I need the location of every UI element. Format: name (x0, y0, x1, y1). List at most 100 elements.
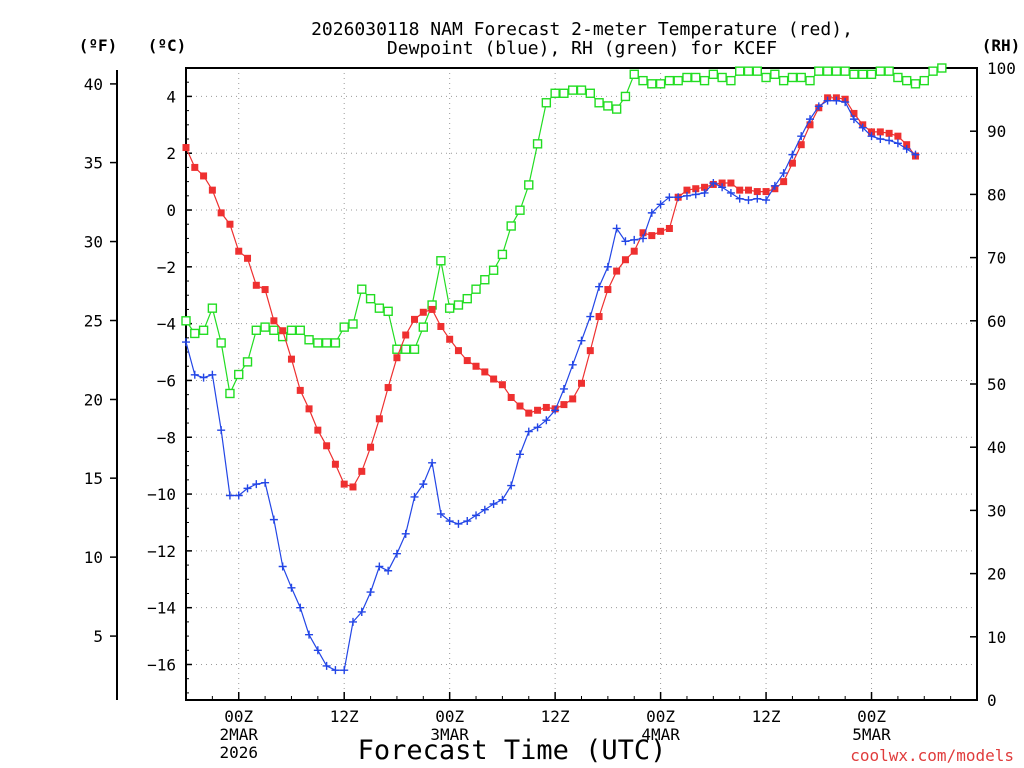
data-point (612, 224, 621, 233)
axes: 403530252015105420−2−4−6−8−10−12−14−1610… (84, 59, 1016, 762)
data-point (358, 467, 366, 475)
data-point (524, 427, 533, 436)
data-point (453, 300, 464, 310)
data-point (911, 150, 920, 159)
rh-tick-label: 20 (987, 565, 1006, 584)
data-point (656, 200, 665, 209)
data-point (630, 235, 639, 244)
data-point (805, 75, 815, 86)
x-tick-label: 12Z (541, 707, 570, 726)
data-point (225, 491, 234, 500)
data-point (655, 79, 666, 89)
data-point (701, 183, 709, 191)
data-point (910, 79, 921, 89)
celsius-tick-label: 2 (166, 144, 176, 163)
rh-tick-label: 0 (987, 691, 997, 710)
data-point (647, 79, 657, 89)
data-point (673, 75, 683, 86)
data-point (208, 186, 216, 194)
data-point (296, 386, 304, 394)
series-line (185, 67, 943, 396)
celsius-tick-label: −16 (147, 655, 176, 674)
data-point (181, 316, 191, 326)
x-tick-label: 4MAR (641, 725, 680, 744)
data-point (647, 208, 656, 217)
data-point (691, 72, 701, 83)
rh-tick-label: 60 (987, 312, 1006, 331)
data-point (664, 75, 675, 86)
data-point (603, 262, 612, 271)
data-point (736, 186, 744, 194)
data-point (402, 331, 410, 339)
data-point (542, 403, 550, 411)
x-tick-label: 2MAR (219, 725, 258, 744)
data-point (261, 478, 270, 487)
x-axis-label: Forecast Time (UTC) (358, 735, 667, 766)
data-point (375, 562, 384, 571)
data-point (235, 247, 243, 255)
data-point (269, 325, 279, 335)
data-point (296, 603, 305, 612)
data-point (330, 338, 341, 348)
data-point (367, 443, 375, 451)
data-point (894, 132, 902, 140)
data-point (568, 360, 577, 369)
data-point (472, 511, 481, 520)
data-point (515, 205, 525, 215)
data-point (533, 423, 542, 432)
data-point (868, 128, 876, 136)
data-point (840, 66, 850, 76)
data-point (629, 69, 639, 80)
data-point (858, 69, 868, 80)
data-point (586, 312, 595, 321)
x-tick-label: 12Z (330, 707, 359, 726)
data-point (243, 484, 252, 493)
data-point (814, 102, 823, 111)
data-point (419, 480, 428, 489)
data-point (639, 234, 648, 243)
data-point (578, 379, 585, 387)
data-point (928, 66, 938, 76)
data-point (507, 481, 516, 490)
data-point (674, 193, 683, 202)
data-point (340, 666, 349, 675)
data-point (375, 415, 383, 423)
data-point (753, 188, 761, 196)
data-point (709, 179, 718, 188)
data-point (234, 369, 244, 380)
data-point (234, 491, 243, 500)
data-point (867, 132, 876, 141)
data-point (611, 104, 622, 114)
data-point (323, 442, 331, 450)
rh-tick-label: 40 (987, 438, 1006, 457)
data-point (286, 325, 297, 335)
data-point (639, 229, 647, 237)
data-point (480, 275, 490, 285)
rh-tick-label: 80 (987, 185, 1006, 204)
data-point (428, 458, 437, 467)
data-point (507, 393, 515, 401)
data-point (752, 66, 762, 76)
data-point (516, 402, 524, 410)
data-point (279, 327, 287, 335)
data-point (866, 69, 877, 80)
data-point (217, 426, 226, 435)
data-point (744, 196, 753, 205)
data-point (489, 500, 498, 509)
series-rh (181, 63, 947, 399)
fahrenheit-tick-label: 10 (84, 548, 103, 567)
credit-text: coolwx.com/models (850, 746, 1014, 765)
data-point (831, 66, 842, 76)
data-point (190, 370, 199, 379)
data-point (305, 405, 313, 413)
data-point (903, 141, 911, 149)
data-point (876, 128, 884, 136)
data-point (576, 85, 587, 95)
data-point (902, 144, 911, 153)
data-point (384, 384, 392, 392)
data-point (665, 193, 674, 202)
data-point (585, 88, 595, 98)
data-point (780, 178, 788, 186)
data-point (753, 194, 762, 203)
